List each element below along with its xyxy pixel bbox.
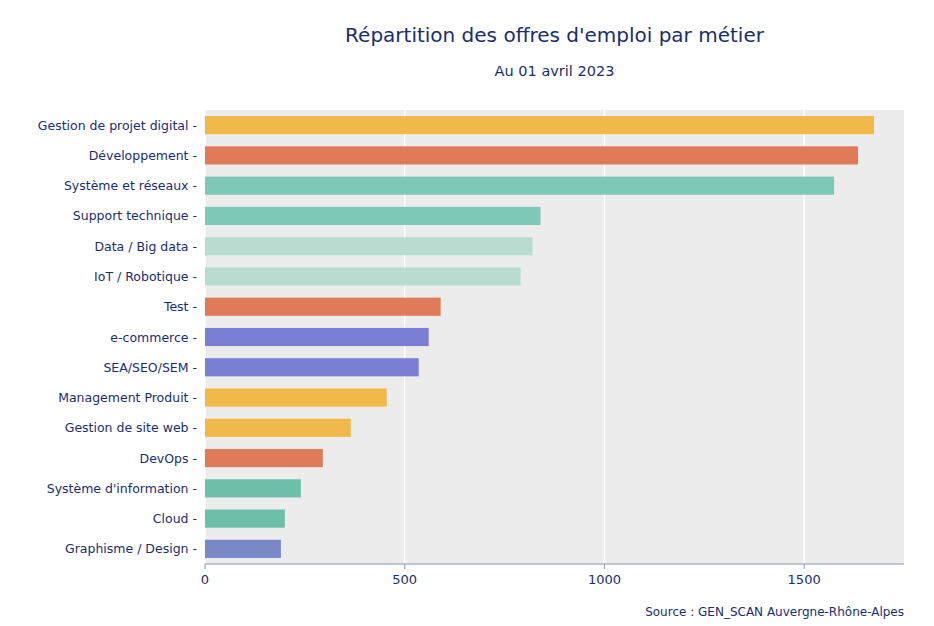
bar	[205, 510, 285, 528]
x-tick	[205, 564, 206, 569]
bar	[205, 449, 323, 467]
category-label: Cloud -	[153, 511, 197, 526]
title: Répartition des offres d'emploi par méti…	[345, 23, 765, 47]
category-label: Système d'information -	[47, 481, 197, 496]
bar	[205, 419, 351, 437]
bar	[205, 328, 429, 346]
category-label: Développement -	[89, 148, 197, 163]
x-tick	[404, 564, 405, 569]
x-axis-line	[205, 564, 904, 565]
bar	[205, 298, 441, 316]
category-label: Management Produit -	[58, 390, 197, 405]
bars	[205, 116, 874, 558]
x-tick-label: 500	[392, 572, 417, 587]
source: Source : GEN_SCAN Auvergne-Rhône-Alpes	[645, 605, 904, 619]
x-tick	[604, 564, 605, 569]
category-label: Graphisme / Design -	[65, 541, 197, 556]
bar	[205, 388, 387, 406]
bar	[205, 479, 301, 497]
category-label: SEA/SEO/SEM -	[103, 360, 197, 375]
x-ticks: 0 500 1000 1500	[201, 564, 821, 587]
bar	[205, 237, 533, 255]
plot-background	[205, 110, 904, 564]
subtitle: Au 01 avril 2023	[495, 63, 615, 79]
category-label: IoT / Robotique -	[94, 269, 197, 284]
bar	[205, 358, 419, 376]
y-tick-labels: Graphisme / Design - Cloud - Système d'inf…	[38, 118, 197, 557]
category-label: Gestion de site web -	[65, 420, 197, 435]
bar	[205, 267, 521, 285]
category-label: e-commerce -	[110, 330, 197, 345]
category-label: Système et réseaux -	[64, 178, 197, 193]
bar	[205, 207, 541, 225]
x-tick-label: 0	[201, 572, 209, 587]
category-label: Test -	[163, 299, 197, 314]
x-tick	[804, 564, 805, 569]
bar	[205, 116, 874, 134]
bar	[205, 177, 834, 195]
category-label: DevOps -	[140, 451, 197, 466]
x-tick-label: 1500	[788, 572, 821, 587]
bar	[205, 146, 858, 164]
category-label: Support technique -	[73, 208, 197, 223]
chart: 0 500 1000 1500 Graphisme / Design - Cloud - S…	[0, 0, 934, 626]
category-label: Gestion de projet digital -	[38, 118, 197, 133]
category-label: Data / Big data -	[94, 239, 197, 254]
x-tick-label: 1000	[588, 572, 621, 587]
bar	[205, 540, 281, 558]
chart-container: 0 500 1000 1500 Graphisme / Design - Cloud - S…	[0, 0, 934, 626]
